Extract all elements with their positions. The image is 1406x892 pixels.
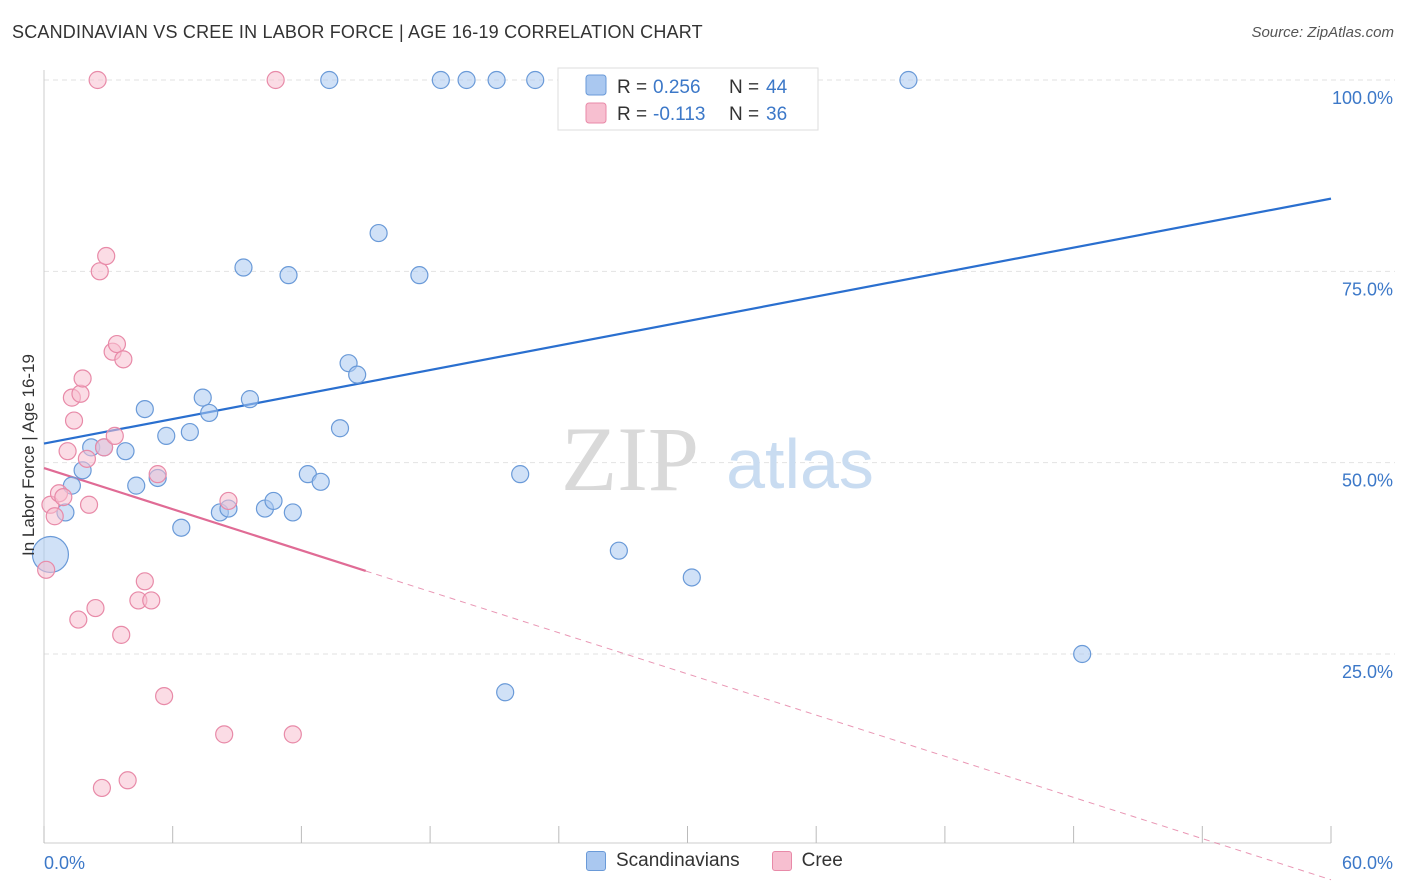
data-point-scandinavians xyxy=(431,70,450,90)
data-point-scandinavians xyxy=(899,70,918,90)
data-point-scandinavians xyxy=(240,390,260,409)
data-point-cree xyxy=(64,411,84,430)
data-point-cree xyxy=(69,610,88,629)
legend-r-label-cree: R = xyxy=(617,104,647,125)
legend-r-value-cree: -0.113 xyxy=(653,104,705,125)
y-tick-label: 50.0% xyxy=(1342,471,1393,491)
legend-top: R = 0.256 N = 44 R = -0.113 N = 36 xyxy=(557,67,819,131)
data-point-scandinavians xyxy=(457,70,476,90)
legend-r-label-scandinavians: R = xyxy=(617,77,647,98)
data-point-scandinavians xyxy=(311,472,330,491)
legend-bottom: Scandinavians Cree xyxy=(586,850,875,872)
watermark-atlas: atlas xyxy=(726,425,874,503)
data-point-cree xyxy=(118,771,137,790)
legend-swatch-cree xyxy=(585,102,607,124)
data-point-scandinavians xyxy=(279,266,298,285)
y-tick-label: 100.0% xyxy=(1332,88,1393,108)
data-point-cree xyxy=(266,70,285,90)
y-tick-label: 25.0% xyxy=(1342,662,1393,682)
data-point-cree xyxy=(79,495,99,514)
data-point-scandinavians xyxy=(487,70,506,90)
trend-layer xyxy=(43,197,1332,881)
data-point-scandinavians xyxy=(193,388,212,407)
data-point-cree xyxy=(90,262,109,281)
data-point-scandinavians xyxy=(609,541,628,560)
data-point-cree xyxy=(77,449,97,468)
data-point-scandinavians xyxy=(511,465,530,484)
data-point-scandinavians xyxy=(200,403,219,423)
data-point-scandinavians xyxy=(330,419,350,438)
data-point-cree xyxy=(58,442,77,461)
data-point-cree xyxy=(135,572,154,591)
points-layer xyxy=(31,70,1092,798)
chart-source: Source: ZipAtlas.com xyxy=(1251,24,1394,41)
data-point-scandinavians xyxy=(682,568,701,587)
legend-bottom-swatch-scandinavians xyxy=(586,851,606,871)
trend-line-dashed-1 xyxy=(365,570,1332,881)
data-point-cree xyxy=(54,488,73,507)
grid-layer xyxy=(44,79,1395,655)
data-point-cree xyxy=(112,625,131,644)
data-point-cree xyxy=(107,334,127,354)
data-point-scandinavians xyxy=(410,266,429,285)
data-point-scandinavians xyxy=(1073,644,1092,664)
data-point-scandinavians xyxy=(172,518,191,537)
data-point-scandinavians xyxy=(116,442,135,461)
legend-n-label-scandinavians: N = xyxy=(729,77,759,98)
data-point-scandinavians xyxy=(526,70,545,90)
y-axis-label: In Labor Force | Age 16-19 xyxy=(19,354,38,556)
data-point-cree xyxy=(94,438,114,457)
legend-bottom-label-cree: Cree xyxy=(801,850,843,871)
data-point-cree xyxy=(86,598,105,618)
legend-bottom-swatch-cree xyxy=(771,851,792,871)
watermark-zip: ZIP xyxy=(561,408,699,510)
data-point-cree xyxy=(45,507,64,526)
data-point-cree xyxy=(283,725,302,744)
x-tick-label-max: 60.0% xyxy=(1342,853,1393,873)
trend-line-solid-1 xyxy=(43,466,367,573)
data-point-cree xyxy=(142,591,161,610)
data-point-cree xyxy=(105,426,124,445)
data-point-scandinavians xyxy=(369,223,388,243)
trend-line-0 xyxy=(43,197,1332,445)
data-point-scandinavians xyxy=(496,683,515,702)
legend-item-scandinavians: Scandinavians xyxy=(586,850,740,872)
y-tick-label: 75.0% xyxy=(1342,279,1393,299)
data-point-scandinavians xyxy=(180,422,199,442)
legend-bottom-label-scandinavians: Scandinavians xyxy=(616,850,740,871)
data-point-scandinavians xyxy=(127,476,146,495)
data-point-scandinavians xyxy=(283,503,302,522)
axis-layer: 25.0% 50.0% 75.0% 100.0% 0.0% 60.0% xyxy=(43,70,1393,873)
data-point-cree xyxy=(97,246,116,266)
legend-n-value-cree: 36 xyxy=(766,104,787,125)
legend-n-value-scandinavians: 44 xyxy=(766,77,788,98)
data-point-cree xyxy=(148,465,167,484)
legend-swatch-scandinavians xyxy=(585,74,607,96)
x-tick-label-min: 0.0% xyxy=(44,853,85,873)
data-point-cree xyxy=(219,491,238,511)
chart-title: SCANDINAVIAN VS CREE IN LABOR FORCE | AG… xyxy=(12,22,703,42)
legend-item-cree: Cree xyxy=(771,850,843,872)
data-point-cree xyxy=(215,725,234,744)
legend-n-label-cree: N = xyxy=(729,104,759,125)
data-point-scandinavians xyxy=(157,426,176,445)
data-point-scandinavians xyxy=(135,399,154,419)
legend-r-value-scandinavians: 0.256 xyxy=(653,77,701,98)
data-point-cree xyxy=(92,778,112,798)
data-point-cree xyxy=(73,369,92,388)
data-point-scandinavians xyxy=(320,70,339,90)
data-point-cree xyxy=(114,350,133,369)
data-point-scandinavians xyxy=(348,365,367,384)
watermark: ZIP atlas xyxy=(561,408,874,510)
data-point-cree xyxy=(37,560,56,579)
data-point-cree xyxy=(71,384,90,403)
data-point-cree xyxy=(88,70,107,90)
data-point-cree xyxy=(155,686,174,706)
data-point-scandinavians xyxy=(264,491,283,511)
data-point-scandinavians xyxy=(234,258,253,277)
